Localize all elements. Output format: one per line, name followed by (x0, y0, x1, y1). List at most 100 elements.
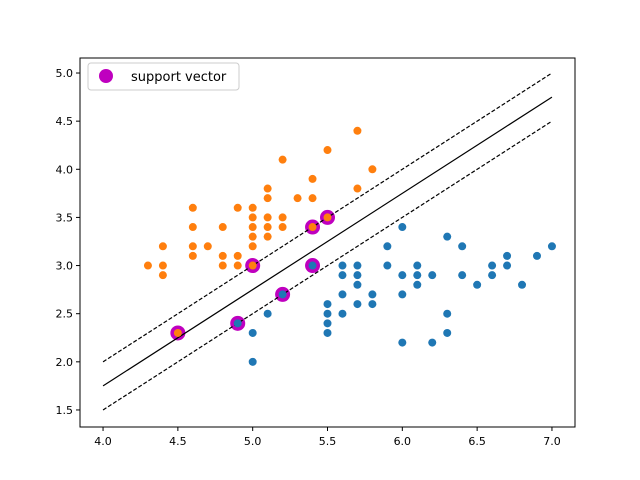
legend-marker-support-vector (99, 69, 113, 83)
class-1-point (443, 232, 452, 241)
class-1-point (398, 271, 407, 280)
class-0-point (308, 223, 317, 232)
class-0-point (248, 213, 257, 222)
legend-label-support-vector: support vector (131, 70, 227, 85)
class-1-point (323, 300, 332, 309)
class-0-point (248, 261, 257, 270)
class-1-point (383, 242, 392, 251)
class-0-point (263, 232, 272, 241)
class-0-point (233, 261, 242, 270)
decision-boundary-line (102, 96, 553, 387)
class-0-point (218, 251, 227, 260)
class-0-point (158, 271, 167, 280)
class-1-point (473, 280, 482, 289)
class-0-point (308, 194, 317, 203)
class-0-point (233, 251, 242, 260)
class-0-point (248, 232, 257, 241)
class-1-point (428, 338, 437, 347)
class-1-point (338, 271, 347, 280)
class-1-point (398, 290, 407, 299)
class-1-point (547, 242, 556, 251)
class-0-point (173, 328, 182, 337)
class-0-point (353, 184, 362, 193)
lower-margin-line (102, 120, 553, 411)
class-0-point (368, 165, 377, 174)
y-tick-label: 3.0 (56, 260, 74, 273)
class-1-point (428, 271, 437, 280)
class-1-point (323, 319, 332, 328)
class-1-point (323, 328, 332, 337)
class-0-point (188, 223, 197, 232)
x-tick-label: 5.0 (244, 435, 262, 448)
x-tick-label: 6.5 (468, 435, 486, 448)
class-0-point (143, 261, 152, 270)
x-tick-label: 4.0 (94, 435, 112, 448)
class-0-point (263, 194, 272, 203)
class-0-point (248, 203, 257, 212)
class-1-point (413, 280, 422, 289)
y-tick-label: 4.5 (56, 115, 74, 128)
class-0-point (278, 213, 287, 222)
class-1-point (338, 261, 347, 270)
class-1-point (263, 309, 272, 318)
x-tick-label: 7.0 (543, 435, 561, 448)
class-0-point (353, 126, 362, 135)
class-0-point (158, 261, 167, 270)
y-tick-label: 1.5 (56, 404, 74, 417)
class-0-point (263, 223, 272, 232)
y-tick-label: 5.0 (56, 67, 74, 80)
class-1-point (338, 290, 347, 299)
x-tick-label: 4.5 (169, 435, 187, 448)
class-0-point (263, 213, 272, 222)
class-1-point (503, 251, 512, 260)
class-0-point (188, 203, 197, 212)
class-1-point (398, 338, 407, 347)
class-1-point (503, 261, 512, 270)
y-tick-label: 2.5 (56, 308, 74, 321)
class-0-point (233, 203, 242, 212)
class-0-point (218, 223, 227, 232)
class-1-point (488, 261, 497, 270)
class-1-point (368, 290, 377, 299)
class-0-point (278, 223, 287, 232)
class-0-point (278, 155, 287, 164)
class-1-point (488, 271, 497, 280)
class-1-point (248, 328, 257, 337)
class-1-point (353, 280, 362, 289)
class-1-point (368, 300, 377, 309)
class-0-point (218, 261, 227, 270)
legend: support vector (87, 62, 240, 91)
x-tick-label: 6.0 (394, 435, 412, 448)
class-1-point (443, 309, 452, 318)
class-1-point (353, 271, 362, 280)
y-tick-label: 4.0 (56, 163, 74, 176)
class-1-point (308, 261, 317, 270)
class-1-point (443, 328, 452, 337)
class-1-point (353, 261, 362, 270)
legend-box (87, 62, 240, 91)
class-0-point (323, 146, 332, 155)
class-1-point (323, 309, 332, 318)
class-1-point (413, 271, 422, 280)
class-1-point (413, 261, 422, 270)
class-0-point (263, 184, 272, 193)
class-0-point (158, 242, 167, 251)
class-0-point (203, 242, 212, 251)
class-0-point (323, 213, 332, 222)
class-1-point (353, 300, 362, 309)
class-1-point (233, 319, 242, 328)
class-0-point (188, 251, 197, 260)
class-1-point (278, 290, 287, 299)
class-1-point (383, 261, 392, 270)
class-1-point (518, 280, 527, 289)
class-1-point (398, 223, 407, 232)
class-0-point (188, 242, 197, 251)
class-1-point (248, 357, 257, 366)
class-1-point (532, 251, 541, 260)
class-1-point (458, 271, 467, 280)
y-tick-label: 2.0 (56, 356, 74, 369)
x-tick-label: 5.5 (319, 435, 337, 448)
class-1-point (458, 242, 467, 251)
class-0-point (248, 242, 257, 251)
